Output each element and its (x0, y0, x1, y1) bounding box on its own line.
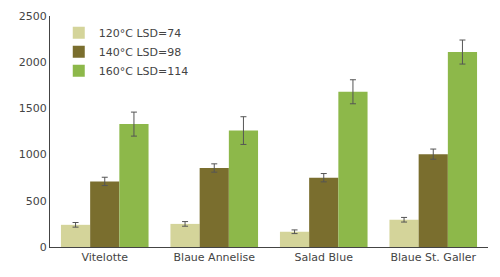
svg-text:2500: 2500 (19, 10, 47, 23)
svg-text:140°C LSD=98: 140°C LSD=98 (99, 46, 181, 59)
svg-text:Vitelotte: Vitelotte (81, 251, 128, 264)
svg-text:1500: 1500 (19, 102, 47, 115)
svg-text:Blaue St. Galler: Blaue St. Galler (390, 251, 476, 264)
svg-text:1000: 1000 (19, 148, 47, 161)
svg-text:2000: 2000 (19, 56, 47, 69)
svg-text:120°C LSD=74: 120°C LSD=74 (99, 27, 181, 40)
svg-text:Blaue Annelise: Blaue Annelise (174, 251, 256, 264)
svg-text:160°C LSD=114: 160°C LSD=114 (99, 65, 188, 78)
svg-text:Salad Blue: Salad Blue (295, 251, 354, 264)
svg-text:500: 500 (26, 195, 47, 208)
svg-text:0: 0 (40, 241, 47, 254)
